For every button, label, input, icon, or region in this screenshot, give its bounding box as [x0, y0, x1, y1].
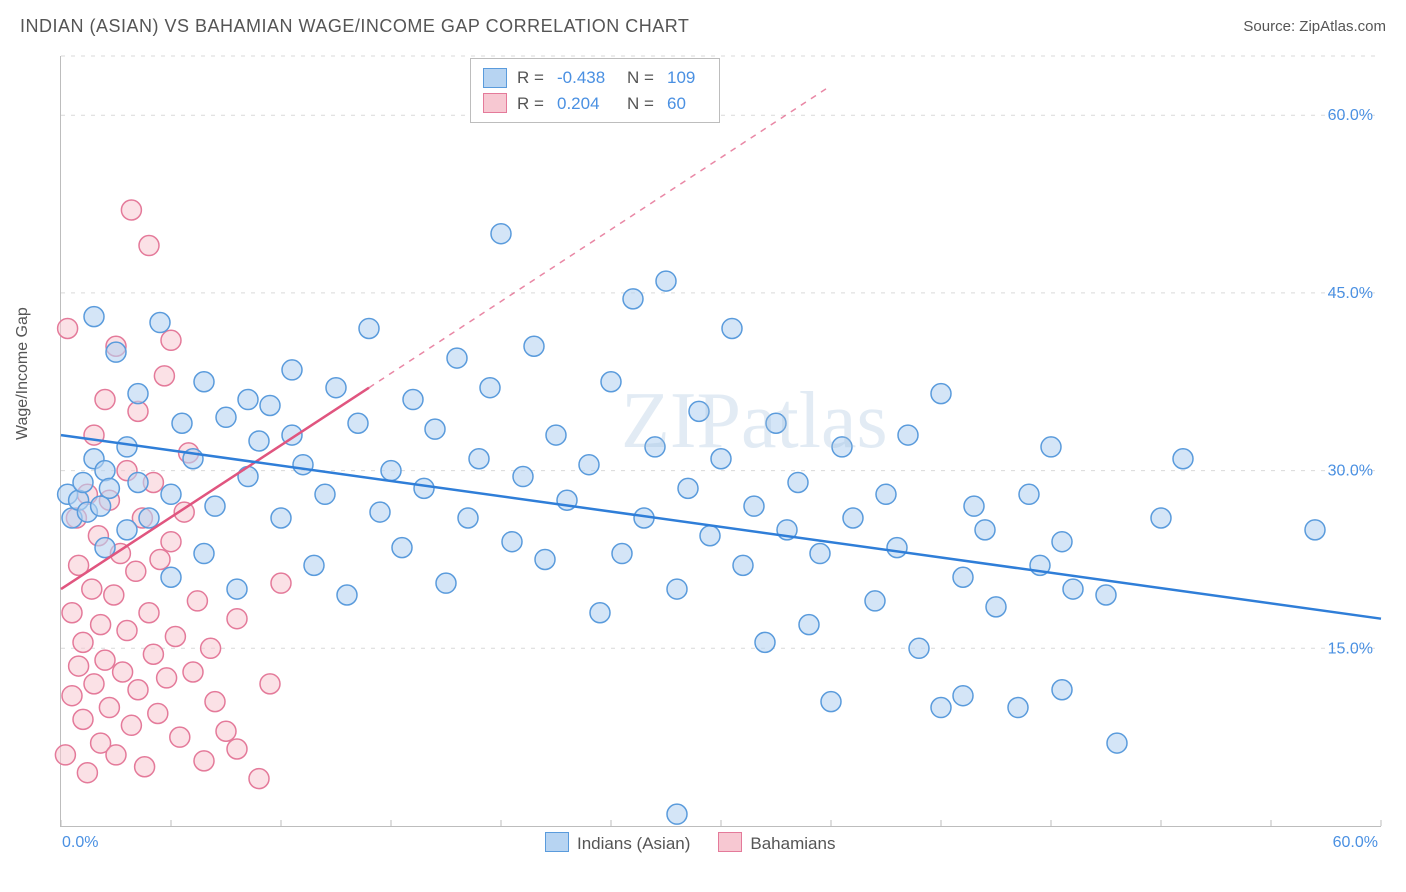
plot-area: 15.0%30.0%45.0%60.0% ZIPatlas — [60, 56, 1381, 827]
x-axis-end-label: 60.0% — [1333, 834, 1378, 852]
svg-text:60.0%: 60.0% — [1328, 107, 1373, 124]
chart-title: INDIAN (ASIAN) VS BAHAMIAN WAGE/INCOME G… — [20, 16, 689, 37]
legend-r-label: R = — [517, 91, 547, 117]
svg-text:30.0%: 30.0% — [1328, 463, 1373, 480]
svg-text:45.0%: 45.0% — [1328, 285, 1373, 302]
svg-text:15.0%: 15.0% — [1328, 640, 1373, 657]
series-legend-item: Indians (Asian) — [545, 832, 690, 854]
legend-r-label: R = — [517, 65, 547, 91]
y-axis-label: Wage/Income Gap — [14, 307, 32, 440]
legend-swatch — [483, 93, 507, 113]
title-bar: INDIAN (ASIAN) VS BAHAMIAN WAGE/INCOME G… — [20, 16, 1386, 37]
legend-n-value: 109 — [667, 65, 707, 91]
legend-n-label: N = — [627, 65, 657, 91]
source-label: Source: ZipAtlas.com — [1243, 18, 1386, 35]
chart-svg: 15.0% 30.0% 45.0% 60.0% — [61, 56, 1381, 826]
legend-r-value: 0.204 — [557, 91, 617, 117]
correlation-legend: R = -0.438 N = 109 R = 0.204 N = 60 — [470, 58, 720, 123]
legend-swatch — [545, 832, 569, 852]
x-axis-start-label: 0.0% — [62, 834, 98, 852]
series-legend-item: Bahamians — [718, 832, 835, 854]
legend-n-label: N = — [627, 91, 657, 117]
series-legend: Indians (Asian) Bahamians — [545, 832, 835, 854]
legend-r-value: -0.438 — [557, 65, 617, 91]
legend-n-value: 60 — [667, 91, 707, 117]
legend-swatch — [718, 832, 742, 852]
legend-row: R = -0.438 N = 109 — [483, 65, 707, 91]
legend-swatch — [483, 68, 507, 88]
legend-row: R = 0.204 N = 60 — [483, 91, 707, 117]
series-legend-label: Bahamians — [750, 834, 835, 853]
series-legend-label: Indians (Asian) — [577, 834, 690, 853]
